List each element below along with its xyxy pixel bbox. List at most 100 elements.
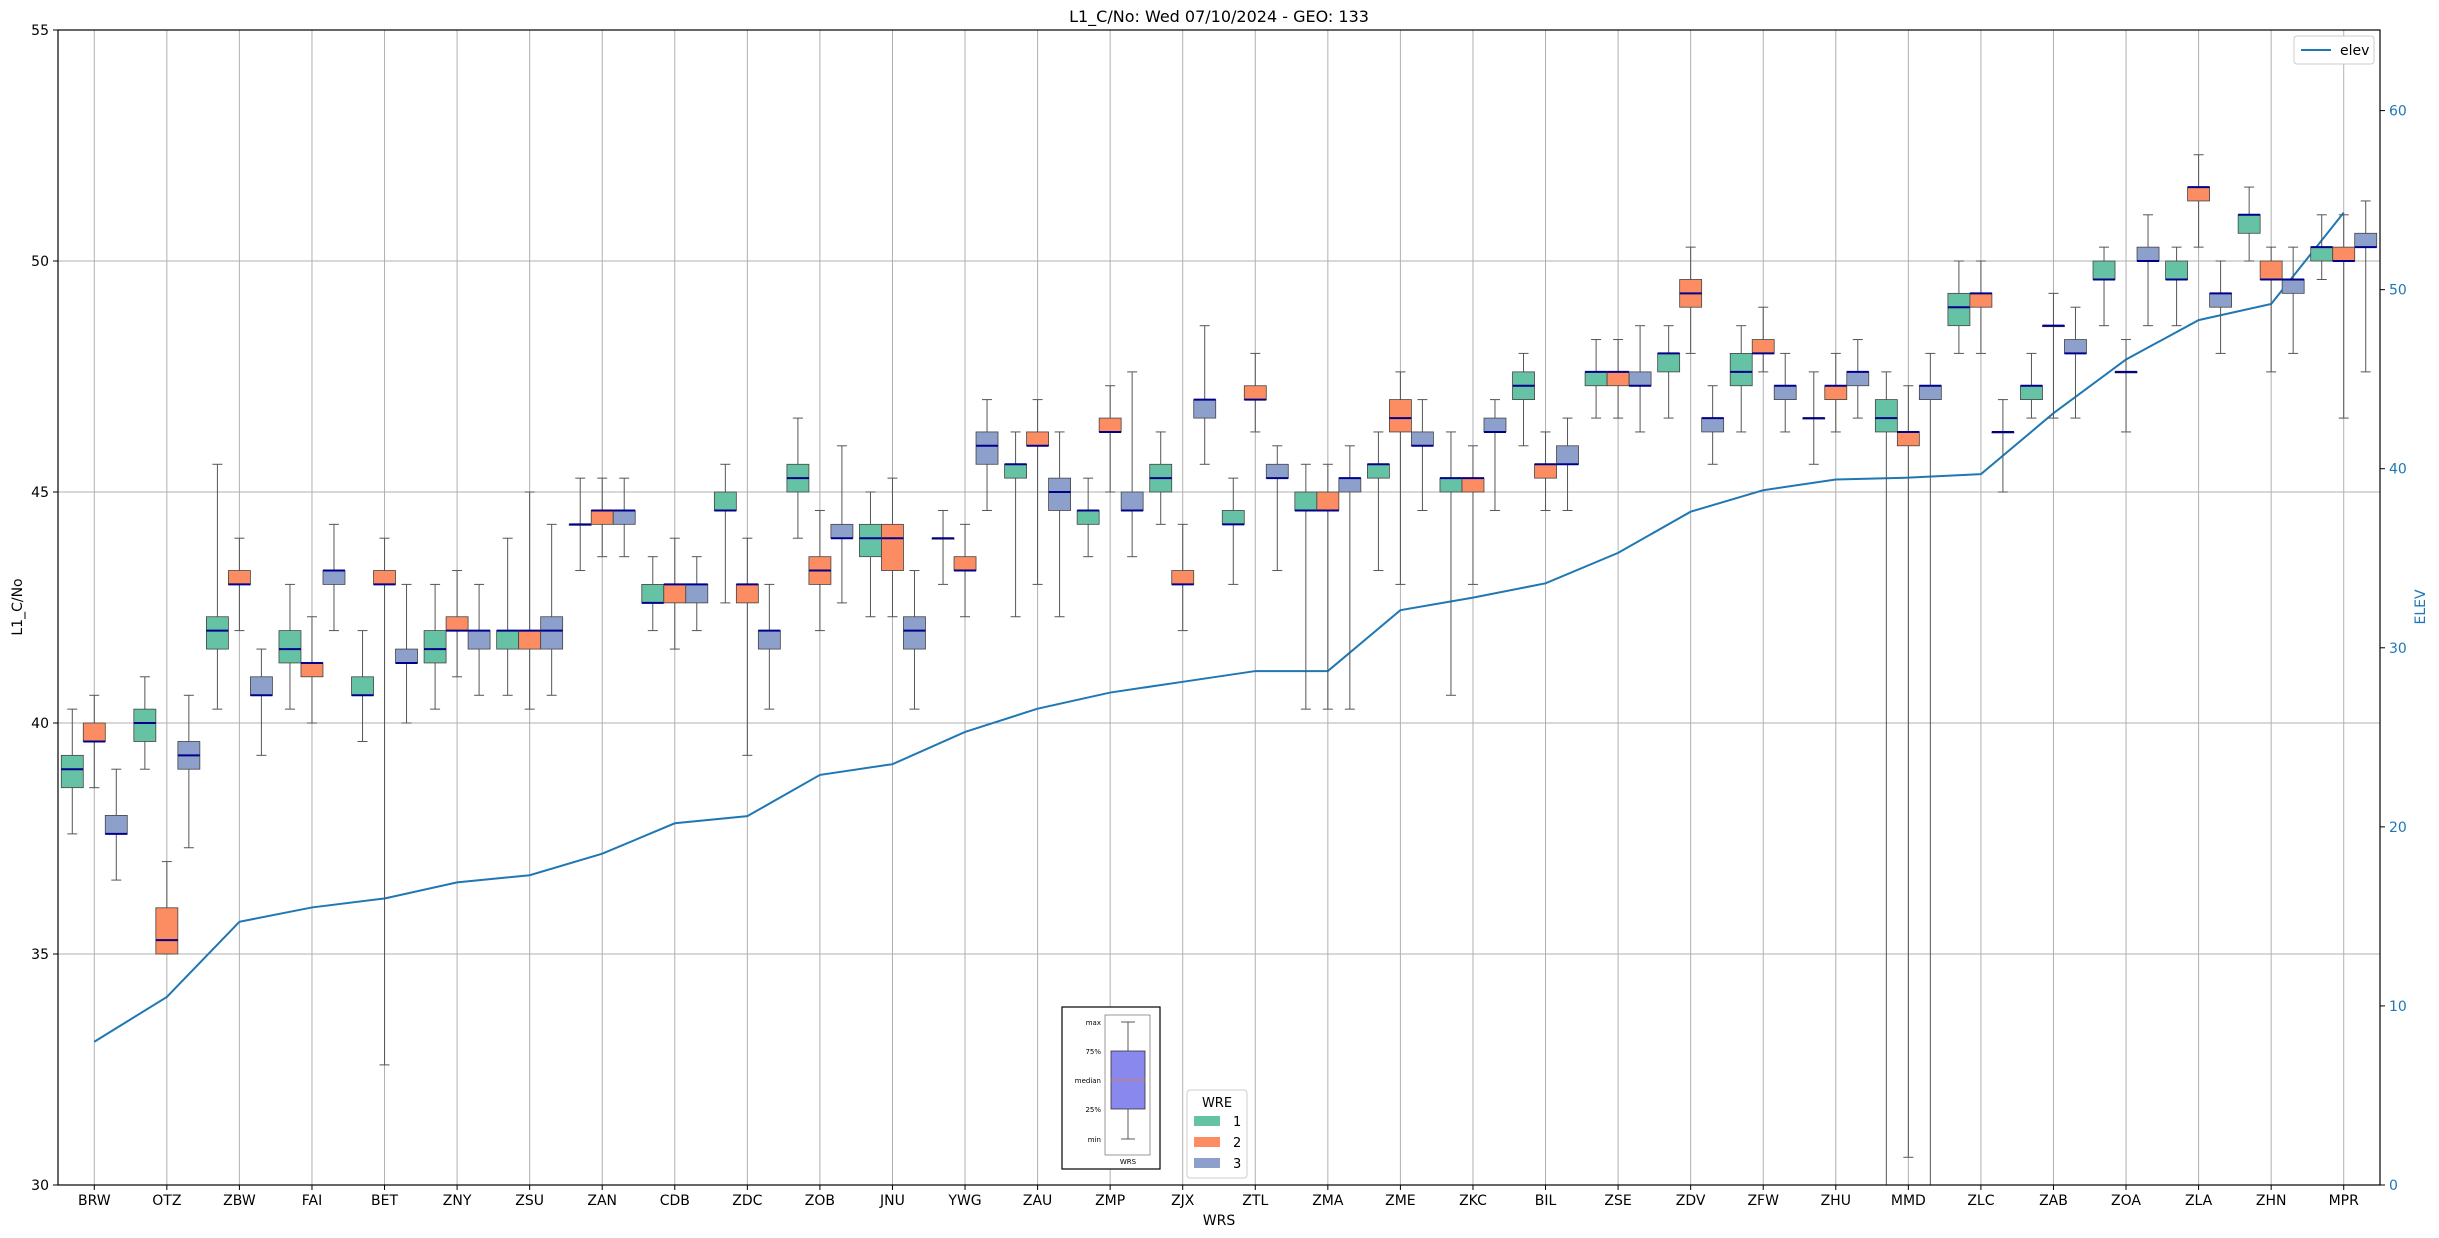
- key-xlabel: WRS: [1120, 1158, 1137, 1166]
- box-iqr: [2064, 339, 2087, 354]
- box-s3-ZOB: [830, 445, 854, 604]
- box-s3-BET: [395, 583, 418, 724]
- box-s3-ZAB: [2064, 306, 2087, 419]
- box-iqr: [663, 584, 687, 604]
- box-s1-ZAU: [1004, 431, 1027, 618]
- box-iqr: [685, 584, 709, 604]
- box-layer: [60, 154, 2378, 1186]
- box-iqr: [881, 523, 904, 571]
- box-iqr: [757, 630, 781, 650]
- x-tick-label: ZOB: [805, 1193, 835, 1209]
- box-iqr: [1439, 477, 1463, 493]
- box-s3-MMD: [1918, 352, 1942, 1186]
- y2-tick-label: 20: [2389, 820, 2407, 836]
- line-legend-frame: [2293, 35, 2375, 65]
- box-s1-ZAN: [568, 477, 592, 572]
- box-iqr: [395, 648, 418, 664]
- x-tick-label: ZMA: [1312, 1193, 1344, 1209]
- box-iqr: [278, 630, 302, 664]
- box-s2-ZMA: [1316, 463, 1340, 710]
- x-tick-label: ZNY: [443, 1193, 472, 1209]
- box-s2-BET: [373, 537, 396, 1066]
- key-label-max: max: [1086, 1019, 1101, 1027]
- box-s2-ZAB: [2042, 292, 2065, 419]
- box-s1-OTZ: [133, 676, 157, 770]
- box-s1-ZBW: [206, 463, 229, 710]
- box-iqr: [445, 616, 469, 631]
- box-iqr: [518, 630, 542, 650]
- box-iqr: [1026, 431, 1049, 447]
- box-iqr: [1701, 417, 1725, 433]
- chart-title: L1_C/No: Wed 07/10/2024 - GEO: 133: [1069, 7, 1369, 27]
- box-s1-FAI: [278, 583, 302, 710]
- box-iqr: [2332, 246, 2356, 262]
- box-s2-JNU: [881, 477, 904, 618]
- box-iqr: [1918, 385, 1942, 400]
- boxplot-key-inset: max 75% median 25% min WRS: [1061, 1006, 1161, 1170]
- box-iqr: [1221, 510, 1245, 525]
- y-axis-label: L1_C/No: [10, 578, 26, 635]
- box-s1-JNU: [859, 491, 882, 618]
- x-tick-label: ZOA: [2111, 1193, 2141, 1209]
- y2-tick-label: 0: [2389, 1178, 2398, 1194]
- x-tick-label: ZLC: [1967, 1193, 1994, 1209]
- x-tick-label: ZSE: [1604, 1193, 1631, 1209]
- box-s1-ZKC: [1439, 431, 1463, 696]
- box-s2-ZLC: [1969, 260, 1993, 354]
- box-s3-CDB: [685, 556, 709, 632]
- box-s3-YWG: [975, 399, 999, 511]
- box-iqr: [351, 676, 374, 696]
- box-iqr: [735, 584, 759, 604]
- box-s2-OTZ: [155, 861, 179, 955]
- x-axis-label: WRS: [1203, 1213, 1236, 1229]
- box-s3-ZMP: [1120, 371, 1144, 558]
- box-iqr: [250, 676, 273, 696]
- box-s2-FAI: [300, 616, 324, 724]
- box-iqr: [1606, 371, 1630, 387]
- box-iqr: [975, 431, 999, 465]
- axis-layer: BRW OTZ ZBW FAI BET ZNY ZSU ZAN CDB ZDC ZOB JNU YWG Z…: [31, 23, 2407, 1209]
- box-iqr: [1048, 477, 1071, 511]
- box-s3-ZKC: [1483, 399, 1507, 511]
- box-iqr: [1969, 292, 1993, 308]
- box-s1-ZHN: [2237, 186, 2261, 262]
- box-iqr: [206, 616, 229, 650]
- box-s1-MMD: [1874, 371, 1898, 1186]
- box-s1-BET: [351, 630, 374, 742]
- box-iqr: [1657, 352, 1681, 373]
- line-legend: elev: [2293, 35, 2375, 65]
- box-s2-BRW: [82, 694, 106, 789]
- box-iqr: [830, 523, 854, 539]
- y2-tick-label: 40: [2389, 462, 2407, 478]
- box-iqr: [2259, 260, 2283, 280]
- x-tick-label: FAI: [302, 1193, 322, 1209]
- box-s2-ZTL: [1243, 352, 1267, 433]
- box-iqr: [1874, 399, 1898, 433]
- x-tick-label: ZJX: [1171, 1193, 1195, 1209]
- key-label-75: 75%: [1085, 1048, 1101, 1056]
- box-s1-ZLC: [1947, 260, 1971, 354]
- box-iqr: [2281, 279, 2305, 294]
- box-iqr: [2237, 214, 2261, 234]
- box-s1-ZMP: [1076, 477, 1100, 558]
- box-iqr: [1338, 477, 1362, 493]
- x-tick-label: BRW: [78, 1193, 111, 1209]
- box-s1-ZFW: [1729, 325, 1753, 433]
- box-s1-ZOA: [2092, 246, 2116, 327]
- x-tick-label: ZKC: [1459, 1193, 1487, 1209]
- box-iqr: [590, 510, 614, 525]
- x-tick-label: ZHU: [1821, 1193, 1851, 1209]
- box-iqr: [496, 630, 520, 650]
- box-s1-ZNY: [423, 583, 447, 710]
- y-tick-label: 35: [31, 947, 49, 963]
- x-tick-label: ZAU: [1023, 1193, 1052, 1209]
- box-s3-ZAN: [612, 477, 636, 558]
- box-iqr: [155, 907, 179, 955]
- box-s1-YWG: [931, 509, 955, 585]
- box-iqr: [859, 523, 882, 558]
- box-s2-ZKC: [1461, 445, 1485, 585]
- box-iqr: [2310, 246, 2334, 262]
- key-label-median: median: [1075, 1077, 1101, 1085]
- box-s3-FAI: [322, 523, 346, 632]
